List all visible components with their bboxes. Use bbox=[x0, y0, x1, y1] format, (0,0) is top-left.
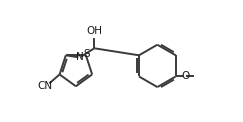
Text: S: S bbox=[83, 49, 90, 59]
Text: O: O bbox=[181, 71, 189, 81]
Text: OH: OH bbox=[86, 26, 102, 36]
Text: CN: CN bbox=[38, 81, 53, 91]
Text: N: N bbox=[76, 52, 84, 62]
